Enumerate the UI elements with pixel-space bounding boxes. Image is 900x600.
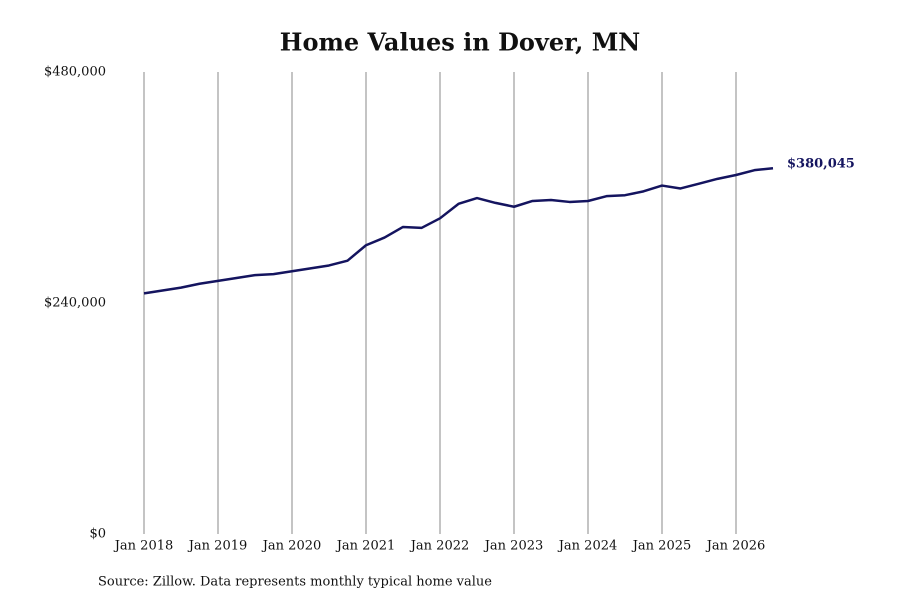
y-tick-label: $480,000 [44,65,106,80]
y-tick-label: $240,000 [44,296,106,311]
y-tick-label: $0 [89,527,106,542]
x-tick-label: Jan 2018 [113,539,174,554]
x-tick-label: Jan 2023 [483,539,544,554]
x-tick-label: Jan 2021 [335,539,396,554]
data-label: $380,045 [787,157,855,172]
x-tick-label: Jan 2024 [557,539,618,554]
x-tick-label: Jan 2022 [409,539,470,554]
x-tick-label: Jan 2026 [705,539,766,554]
x-tick-label: Jan 2019 [187,539,248,554]
line-series [143,166,774,295]
chart-title: Home Values in Dover, MN [280,28,640,57]
source-note: Source: Zillow. Data represents monthly … [98,575,492,590]
x-tick-label: Jan 2025 [631,539,692,554]
x-tick-label: Jan 2020 [261,539,322,554]
